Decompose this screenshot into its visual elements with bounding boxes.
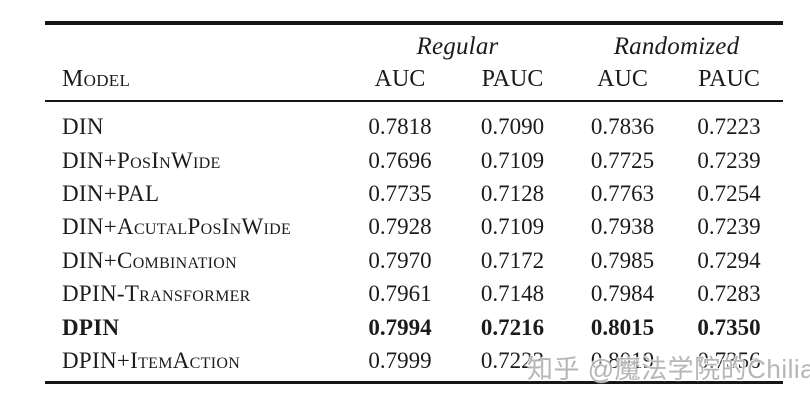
value-cell: 0.8015 <box>590 314 655 340</box>
table-row: DPIN+ItemAction 0.7999 0.7223 0.8019 0.7… <box>45 344 783 377</box>
column-header-model: Model <box>62 66 131 92</box>
value-cell: 0.7109 <box>480 214 545 240</box>
table-body: DIN 0.7818 0.7090 0.7836 0.7223 DIN+PosI… <box>45 102 783 381</box>
value-cell: 0.7294 <box>697 247 761 273</box>
value-cell: 0.7836 <box>590 114 655 140</box>
table-rule-header <box>45 99 783 102</box>
table-row: DIN+PosInWide 0.7696 0.7109 0.7725 0.723… <box>45 144 783 177</box>
table-row: DIN+PAL 0.7735 0.7128 0.7763 0.7254 <box>45 177 783 210</box>
value-cell: 0.7350 <box>697 314 761 340</box>
value-cell: 0.7172 <box>480 247 545 273</box>
table-row: DIN+Combination 0.7970 0.7172 0.7985 0.7… <box>45 244 783 277</box>
value-cell: 0.7128 <box>480 180 545 206</box>
column-header-pauc-randomized: PAUC <box>698 66 760 92</box>
model-cell: DPIN <box>62 314 120 340</box>
column-header-auc-regular: AUC <box>374 66 426 92</box>
value-cell: 0.7283 <box>697 281 761 307</box>
value-cell: 0.7356 <box>697 347 761 373</box>
model-cell: DPIN+ItemAction <box>62 347 241 373</box>
value-cell: 0.7818 <box>368 114 432 140</box>
model-cell: DIN+PosInWide <box>62 147 221 173</box>
value-cell: 0.7254 <box>697 180 761 206</box>
value-cell: 0.7984 <box>590 281 655 307</box>
value-cell: 0.7961 <box>368 281 432 307</box>
value-cell: 0.7090 <box>480 114 545 140</box>
group-header-randomized: Randomized <box>613 32 740 60</box>
model-cell: DIN+Combination <box>62 247 238 273</box>
value-cell: 0.7216 <box>480 314 545 340</box>
model-cell: DIN <box>62 114 104 140</box>
column-header-pauc-regular: PAUC <box>481 66 544 92</box>
table-rule-bottom <box>45 380 783 385</box>
value-cell: 0.7239 <box>697 214 761 240</box>
value-cell: 0.7735 <box>368 180 432 206</box>
group-header-regular: Regular <box>416 32 499 60</box>
table-row: DIN 0.7818 0.7090 0.7836 0.7223 <box>45 111 783 144</box>
model-cell: DPIN-Transformer <box>62 281 251 307</box>
value-cell: 0.7148 <box>480 281 545 307</box>
value-cell: 0.7938 <box>590 214 655 240</box>
value-cell: 0.7985 <box>590 247 655 273</box>
value-cell: 0.7239 <box>697 147 761 173</box>
column-header-row: Model AUC PAUC AUC PAUC <box>45 63 783 97</box>
value-cell: 0.7994 <box>368 314 432 340</box>
value-cell: 0.7696 <box>368 147 432 173</box>
table-row-highlighted: DPIN 0.7994 0.7216 0.8015 0.7350 <box>45 311 783 344</box>
value-cell: 0.7223 <box>480 347 545 373</box>
value-cell: 0.7970 <box>368 247 432 273</box>
table-rule-top <box>45 21 783 25</box>
value-cell: 0.7725 <box>590 147 655 173</box>
model-cell: DIN+PAL <box>62 180 160 206</box>
results-table: Regular Randomized Model AUC PAUC AUC PA… <box>45 0 783 385</box>
value-cell: 0.7763 <box>590 180 655 206</box>
column-header-auc-randomized: AUC <box>597 66 648 92</box>
table-row: DIN+AcutalPosInWide 0.7928 0.7109 0.7938… <box>45 211 783 244</box>
value-cell: 0.7928 <box>368 214 432 240</box>
table-row: DPIN-Transformer 0.7961 0.7148 0.7984 0.… <box>45 277 783 310</box>
value-cell: 0.7109 <box>480 147 545 173</box>
column-group-header-row: Regular Randomized <box>45 31 783 63</box>
value-cell: 0.7999 <box>368 347 432 373</box>
model-cell: DIN+AcutalPosInWide <box>62 214 292 240</box>
value-cell: 0.7223 <box>697 114 761 140</box>
value-cell: 0.8019 <box>590 347 655 373</box>
